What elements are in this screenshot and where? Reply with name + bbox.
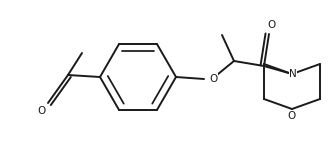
- Text: N: N: [289, 69, 297, 79]
- Text: O: O: [288, 111, 296, 121]
- Text: O: O: [209, 74, 217, 84]
- Text: O: O: [267, 20, 275, 30]
- Text: O: O: [38, 106, 46, 116]
